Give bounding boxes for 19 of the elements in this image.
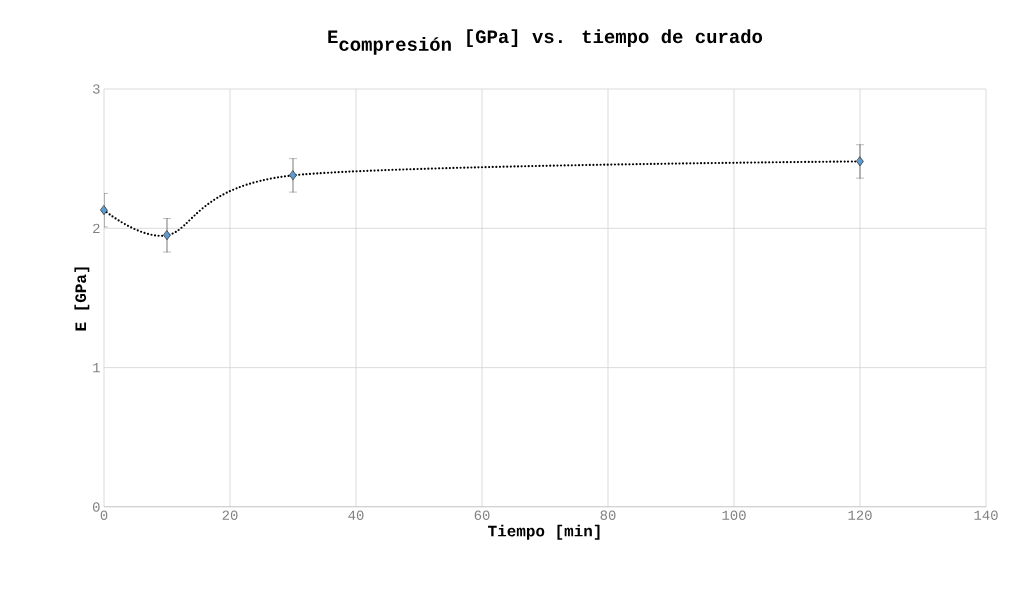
x-tick-label: 40 <box>348 510 364 520</box>
point <box>163 230 171 241</box>
x-tick-label: 100 <box>722 510 746 520</box>
chart-title: $\textbf{E}_{\textbf{compresión}}\textbf{ [GPa] vs. tiempo de curado}$ <box>328 29 763 55</box>
y-tick-label: 2 <box>93 223 100 233</box>
y-tick-label: 3 <box>92 84 100 94</box>
point <box>289 170 297 181</box>
y-axis-title: E [GPa] <box>74 267 90 331</box>
point <box>100 205 108 216</box>
point <box>856 156 864 167</box>
x-tick-label: 120 <box>848 510 872 520</box>
x-axis-title: Tiempo [min] <box>488 524 600 540</box>
x-tick-label: 80 <box>600 510 616 520</box>
x-tick-label: 20 <box>222 510 238 520</box>
x-tick-label: 60 <box>474 510 490 520</box>
x-tick-label: 0 <box>100 510 108 520</box>
y-tick-label: 0 <box>92 502 100 512</box>
x-tick-label: 140 <box>974 510 998 520</box>
y-tick-label: 1 <box>93 363 100 373</box>
